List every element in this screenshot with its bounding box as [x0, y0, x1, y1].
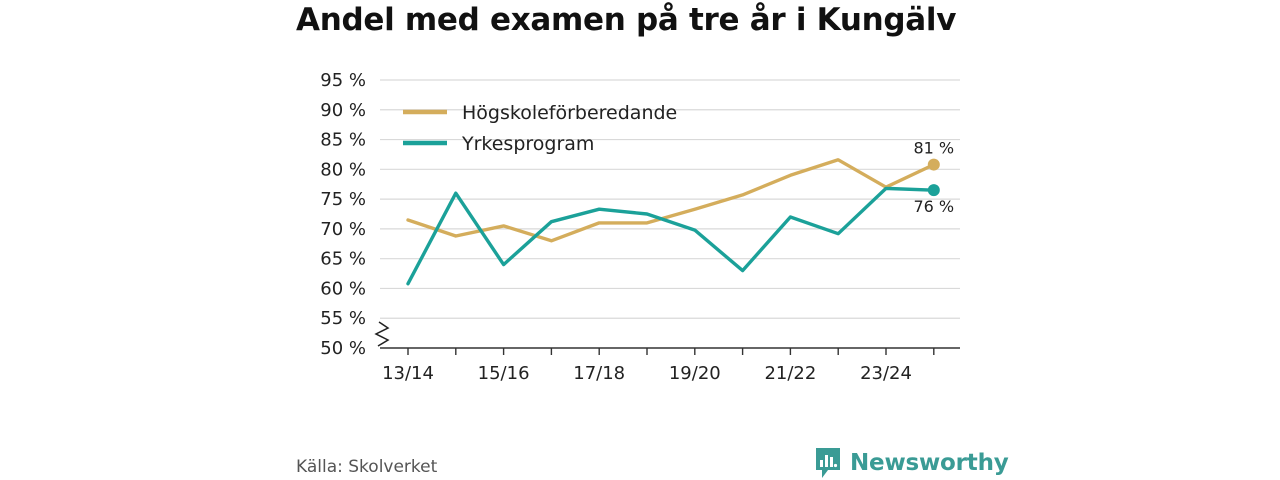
y-tick-label: 50 %	[320, 338, 366, 359]
series-end-point-1	[927, 158, 940, 171]
line-chart: 50 % 55 % 60 % 65 % 70 % 75 % 80 % 85 % 90 % 95 %…	[320, 70, 960, 384]
y-tick-label: 95 %	[320, 70, 366, 91]
axes	[374, 321, 960, 355]
x-tick-label: 17/18	[573, 363, 625, 384]
y-tick-label: 75 %	[320, 189, 366, 210]
y-tick-label: 80 %	[320, 159, 366, 180]
grid-lines	[380, 79, 960, 319]
x-tick-label: 15/16	[478, 363, 530, 384]
legend-label-2: Yrkesprogram	[461, 133, 594, 155]
chart-title: Andel med examen på tre år i Kungälv	[296, 2, 957, 38]
y-tick-label: 85 %	[320, 130, 366, 151]
source-note: Källa: Skolverket	[296, 457, 438, 477]
series-line-2	[406, 186, 936, 286]
series-line-1	[406, 158, 936, 243]
x-tick-label: 19/20	[669, 363, 721, 384]
legend-label-1: Högskoleförberedande	[462, 102, 677, 124]
y-tick-label: 60 %	[320, 278, 366, 299]
x-tick-label: 21/22	[764, 363, 816, 384]
y-tick-label: 70 %	[320, 219, 366, 240]
series-end-point-2	[927, 184, 940, 197]
legend: Högskoleförberedande Yrkesprogram	[403, 102, 677, 155]
x-tick-label: 13/14	[382, 363, 434, 384]
y-tick-label: 55 %	[320, 308, 366, 329]
end-value-label-1: 81 %	[913, 139, 954, 158]
end-value-label-2: 76 %	[913, 197, 954, 216]
series-lines	[406, 158, 940, 286]
newsworthy-logo-icon	[816, 448, 840, 478]
y-tick-label: 90 %	[320, 100, 366, 121]
brand-logo: Newsworthy	[814, 446, 1009, 480]
axis-break-icon	[374, 321, 390, 347]
y-tick-label: 65 %	[320, 249, 366, 270]
x-tick-label: 23/24	[860, 363, 912, 384]
brand-name: Newsworthy	[850, 450, 1009, 476]
tick-labels: 50 % 55 % 60 % 65 % 70 % 75 % 80 % 85 % 90 % 95 %…	[320, 70, 954, 384]
